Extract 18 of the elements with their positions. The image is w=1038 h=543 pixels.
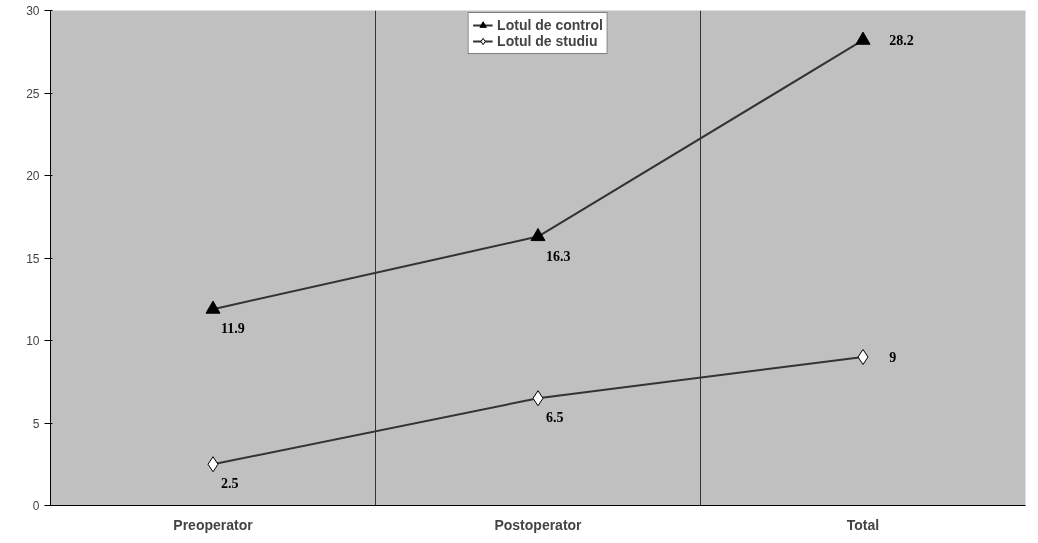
y-tick-label: 10 [26,334,40,348]
legend-label: Lotul de studiu [497,33,598,49]
x-tick-label: Total [846,516,880,533]
x-tick-label: Postoperator [494,516,583,533]
y-tick-label: 5 [32,416,40,431]
y-tick-label: 0 [32,499,40,513]
data-label: 11.9 [221,321,245,337]
data-label: 6.5 [546,410,564,426]
data-label: 28.2 [889,33,914,49]
y-tick-label: 30 [26,4,40,18]
x-tick-label: Preoperator [173,516,254,533]
y-tick-label: 15 [26,251,40,266]
data-label: 9 [889,350,897,365]
y-tick-label: 25 [26,86,40,101]
data-label: 2.5 [221,476,239,492]
y-tick-label: 20 [26,169,40,183]
data-label: 16.3 [546,248,571,264]
legend-label: Lotul de control [497,17,603,33]
